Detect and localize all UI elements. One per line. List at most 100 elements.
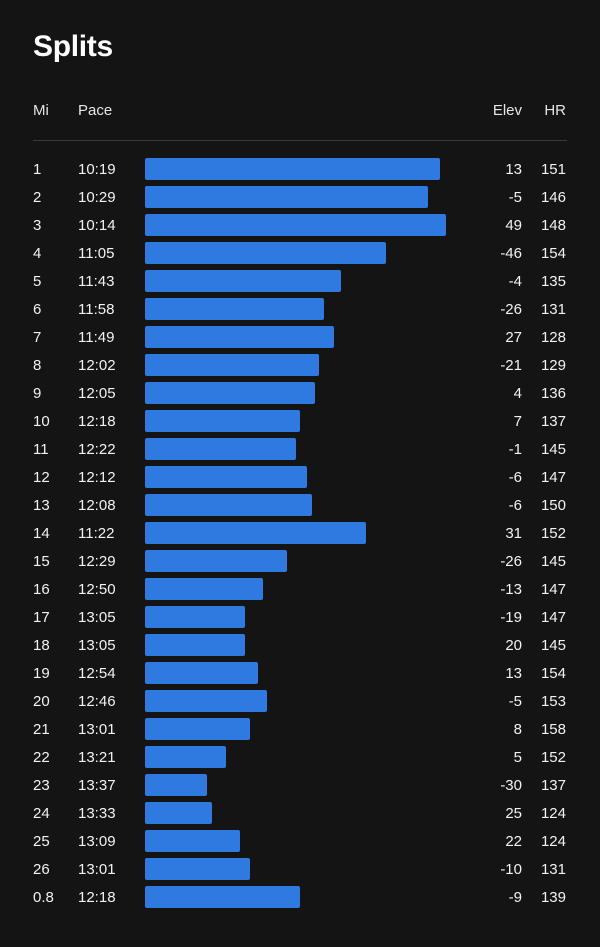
splits-list: 1 10:19 13 151 2 10:29 -5 146 3 10:14 49 148 4 11:05-… [0,156,600,912]
split-pace: 12:18 [78,413,116,430]
split-pace: 12:12 [78,469,116,486]
column-header-mi: Mi [33,102,49,119]
split-row: 15 12:29 -26 145 [0,548,600,576]
split-row: 19 12:54 13 154 [0,660,600,688]
split-elevation: -1 [508,441,522,458]
split-mile: 13 [33,497,50,514]
split-pace-bar [145,438,296,460]
split-pace: 12:08 [78,497,116,514]
split-pace: 13:05 [78,609,116,626]
split-heart-rate: 124 [540,833,566,850]
split-pace: 11:58 [78,301,115,318]
split-mile: 20 [33,693,50,710]
split-row: 18 13:05 20 145 [0,632,600,660]
split-mile: 4 [33,245,42,262]
split-pace: 10:19 [78,161,116,178]
split-pace: 11:05 [78,245,115,262]
column-header-hr: HR [544,102,566,119]
split-mile: 3 [33,217,42,234]
split-elevation: -46 [500,245,522,262]
split-pace-bar [145,606,245,628]
split-pace-bar [145,578,263,600]
split-pace: 12:46 [78,693,116,710]
split-pace-bar [145,158,440,180]
split-pace: 13:01 [78,721,116,738]
split-mile: 19 [33,665,50,682]
split-pace: 10:14 [78,217,116,234]
split-mile: 15 [33,553,50,570]
split-elevation: -4 [508,273,522,290]
split-pace-bar [145,886,300,908]
split-heart-rate: 145 [540,441,566,458]
split-heart-rate: 154 [540,245,566,262]
split-pace-bar [145,550,287,572]
split-elevation: 5 [513,749,522,766]
split-elevation: 25 [505,805,522,822]
split-pace-bar [145,830,240,852]
split-pace: 13:09 [78,833,116,850]
split-row: 5 11:43 -4 135 [0,268,600,296]
split-mile: 21 [33,721,50,738]
split-heart-rate: 158 [540,721,566,738]
split-elevation: 7 [513,413,522,430]
split-row: 26 13:01 -10 131 [0,856,600,884]
split-pace-bar [145,466,307,488]
split-elevation: 4 [513,385,522,402]
page-title: Splits [33,30,113,63]
split-heart-rate: 152 [540,525,566,542]
split-pace-bar [145,634,245,656]
split-row: 16 12:50 -13 147 [0,576,600,604]
split-mile: 6 [33,301,42,318]
split-pace-bar [145,298,324,320]
split-heart-rate: 146 [540,189,566,206]
split-pace: 11:22 [78,525,115,542]
split-pace-bar [145,382,315,404]
split-pace-bar [145,858,250,880]
split-heart-rate: 151 [540,161,566,178]
split-heart-rate: 137 [540,777,566,794]
split-mile: 18 [33,637,50,654]
split-pace: 13:37 [78,777,116,794]
split-elevation: -9 [508,889,522,906]
split-row: 17 13:05 -19 147 [0,604,600,632]
split-row: 2 10:29 -5 146 [0,184,600,212]
split-mile: 7 [33,329,42,346]
split-mile: 25 [33,833,50,850]
split-pace-bar [145,494,312,516]
split-pace: 13:33 [78,805,116,822]
split-elevation: -6 [508,469,522,486]
split-heart-rate: 152 [540,749,566,766]
split-heart-rate: 131 [540,861,566,878]
split-elevation: 13 [505,161,522,178]
split-elevation: 31 [505,525,522,542]
split-pace-bar [145,410,300,432]
split-pace-bar [145,326,334,348]
split-row: 10 12:18 7 137 [0,408,600,436]
split-pace-bar [145,718,250,740]
split-elevation: -19 [500,609,522,626]
split-heart-rate: 139 [540,889,566,906]
split-heart-rate: 153 [540,693,566,710]
split-mile: 5 [33,273,42,290]
split-heart-rate: 150 [540,497,566,514]
split-mile: 16 [33,581,50,598]
split-heart-rate: 147 [540,609,566,626]
column-header-pace: Pace [78,102,113,119]
header-divider [33,140,567,141]
split-pace-bar [145,662,258,684]
split-mile: 8 [33,357,42,374]
split-row: 6 11:58 -26 131 [0,296,600,324]
split-heart-rate: 129 [540,357,566,374]
split-pace: 11:49 [78,329,115,346]
split-mile: 12 [33,469,50,486]
split-row: 13 12:08 -6 150 [0,492,600,520]
split-row: 4 11:05 -46 154 [0,240,600,268]
split-row: 25 13:09 22 124 [0,828,600,856]
split-heart-rate: 136 [540,385,566,402]
split-heart-rate: 147 [540,469,566,486]
split-pace: 13:01 [78,861,116,878]
split-mile: 11 [33,441,49,458]
split-heart-rate: 128 [540,329,566,346]
split-mile: 22 [33,749,50,766]
split-row: 12 12:12 -6 147 [0,464,600,492]
